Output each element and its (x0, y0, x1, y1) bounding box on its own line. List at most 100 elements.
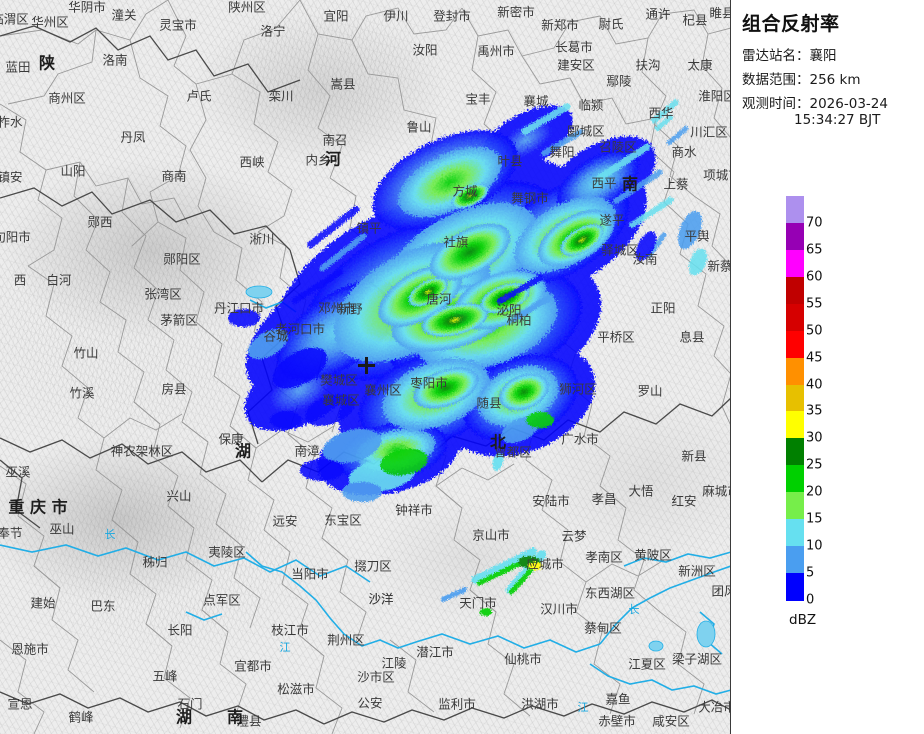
map-label-county: 宣恩 (7, 697, 32, 712)
colorbar-band-20-25 (786, 465, 804, 493)
map-label-county: 东宝区 (324, 513, 362, 528)
map-label-county: 新洲区 (678, 564, 716, 579)
map-label-river: 长 (629, 603, 640, 616)
map-label-county: 鹤峰 (68, 710, 94, 725)
map-label-county: 大悟 (628, 484, 653, 499)
map-label-county: 栾川 (268, 89, 293, 104)
map-label-county: 奉节 (0, 526, 23, 541)
map-label-county: 临颍 (578, 98, 603, 113)
map-label-county: 罗山 (637, 384, 662, 399)
map-label-county: 茅箭区 (160, 313, 198, 328)
map-label-county: 枝江市 (271, 623, 309, 638)
map-label-county: 唐河 (426, 292, 452, 307)
map-label-county: 舞阳 (549, 145, 574, 160)
observation-clock-value: 15:34:27 BJT (794, 112, 881, 128)
map-label-county: 华州区 (31, 15, 69, 30)
data-range-row: 数据范围：256 km (742, 68, 861, 88)
map-label-county: 蓝田 (5, 60, 30, 75)
map-label-county: 枣阳市 (410, 376, 448, 391)
map-label-county: 潼关 (111, 8, 136, 23)
colorbar-tick-5: 5 (806, 565, 815, 581)
map-label-county: 石门 (177, 697, 202, 712)
map-label-county: 安陆市 (532, 494, 570, 509)
map-label-county: 南召 (322, 133, 347, 148)
river-labels: 长江 长江 (105, 528, 640, 714)
map-label-county: 江夏区 (628, 657, 666, 672)
map-label-province: 南 (227, 708, 243, 727)
map-label-county: 襄州区 (364, 383, 402, 398)
info-panel: 组合反射率 雷达站名：襄阳 数据范围：256 km 观测时间：2026-03-2… (732, 0, 924, 734)
map-label-county: 黄陂区 (634, 548, 672, 563)
map-label-county: 孝昌 (591, 492, 616, 507)
map-label-county: 正阳 (650, 301, 675, 316)
colorbar-band-55-60 (786, 276, 804, 305)
map-label-province: 河 (325, 150, 341, 169)
map-label-county: 白河 (46, 273, 72, 288)
map-label-county: 召陵区 (599, 140, 637, 155)
map-label-county: 新县 (681, 449, 706, 464)
observation-time-label: 观测时间： (742, 96, 810, 112)
map-label-county: 旬阳市 (0, 230, 31, 245)
map-label-county: 宝丰 (465, 92, 490, 107)
map-label-county: 远安 (272, 514, 297, 529)
map-label-county: 鄢陵 (606, 74, 632, 89)
map-label-county: 嘉鱼 (605, 692, 630, 707)
map-label-county: 天门市 (459, 596, 497, 611)
map-label-county: 灵宝市 (159, 18, 197, 33)
colorbar-band-65-70 (786, 222, 804, 251)
map-label-county: 潜江市 (416, 645, 454, 660)
colorbar-band-60-65 (786, 249, 804, 278)
map-label-county: 沙洋 (368, 592, 393, 607)
map-label-county: 麻城市 (702, 484, 731, 499)
map-label-river: 江 (578, 701, 589, 714)
radar-station-row: 雷达站名：襄阳 (742, 44, 837, 64)
map-label-county: 洪湖市 (521, 697, 559, 712)
map-label-county: 叶县 (497, 154, 522, 169)
map-label-county: 襄城区 (322, 393, 360, 408)
map-label-county: 商水 (671, 145, 697, 160)
map-label-county: 张湾区 (144, 287, 182, 302)
map-label-county: 太康 (687, 58, 713, 73)
map-label-county: 郧阳区 (163, 252, 201, 267)
map-label-county: 狮河区 (559, 382, 597, 397)
colorbar-tick-25: 25 (806, 457, 823, 473)
map-label-county: 兴山 (166, 489, 191, 504)
map-label-county: 竹溪 (69, 386, 95, 401)
map-label-county: 淮阳区 (698, 89, 731, 104)
colorbar-tick-35: 35 (806, 403, 823, 419)
map-label-county: 方城 (452, 184, 478, 199)
map-label-county: 新郑市 (541, 18, 579, 33)
map-label-county: 点军区 (203, 593, 241, 608)
map-label-county: 孝南区 (585, 550, 623, 565)
map-label-county: 秭归 (142, 555, 167, 570)
map-label-county: 恩施市 (11, 642, 49, 657)
colorbar-band-25-30 (786, 438, 804, 466)
map-label-county: 竹山 (73, 346, 98, 361)
map-label-county: 保康 (218, 432, 244, 447)
colorbar-tick-15: 15 (806, 511, 823, 527)
map-label-county: 监利市 (438, 697, 476, 712)
map-label-county: 西 (14, 273, 27, 288)
colorbar-tick-30: 30 (806, 430, 823, 446)
map-label-county: 陕州区 (228, 0, 266, 15)
map-label-county: 夷陵区 (208, 545, 246, 560)
map-label-county: 沙市区 (357, 670, 395, 685)
hydrography (0, 285, 730, 695)
map-label-county: 广水市 (561, 432, 599, 447)
map-label-county: 赤壁市 (598, 714, 636, 729)
map-label-county: 平舆 (684, 229, 709, 244)
map-label-county: 驿城区 (601, 243, 639, 258)
map-label-county: 鲁山 (406, 120, 431, 135)
data-range-value: 256 km (809, 72, 861, 88)
map-label-county: 社旗 (443, 235, 468, 250)
map-label-county: 长葛市 (555, 40, 593, 55)
map-label-county: 汉川市 (540, 602, 578, 617)
map-label-county: 商南 (161, 169, 186, 184)
map-label-river: 长 (105, 528, 116, 541)
map-label-county: 樊城区 (320, 373, 358, 388)
map-label-county: 团风 (711, 584, 731, 599)
map-label-county: 掇刀区 (354, 559, 392, 574)
map-label-county: 襄城 (523, 94, 549, 109)
